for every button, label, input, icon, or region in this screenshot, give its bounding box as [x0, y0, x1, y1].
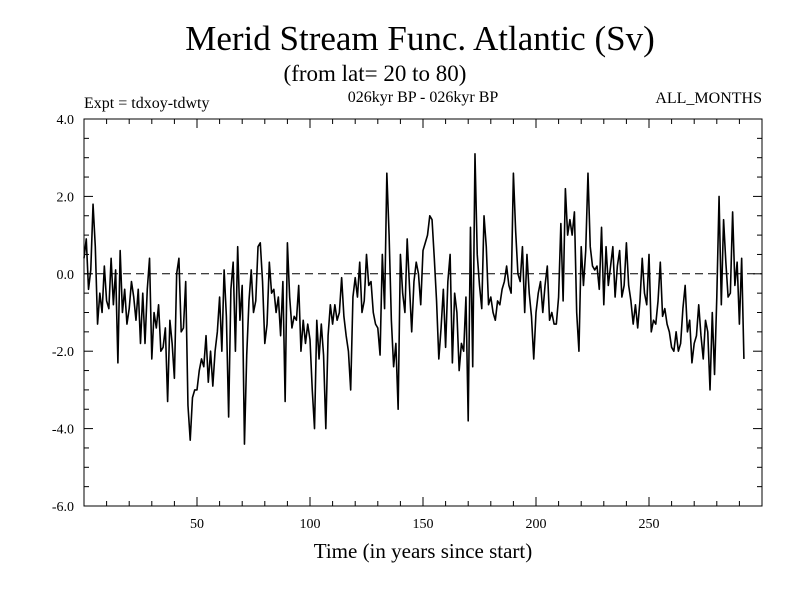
y-tick-label: -6.0 — [52, 500, 74, 515]
chart-subtitle: (from lat= 20 to 80) — [284, 61, 467, 86]
y-tick-label: -2.0 — [52, 345, 74, 360]
x-tick-label: 100 — [300, 517, 321, 532]
months-label: ALL_MONTHS — [655, 90, 762, 107]
x-tick-label: 50 — [190, 517, 204, 532]
y-tick-label: -4.0 — [52, 423, 74, 438]
plot-area: 50 100 150 200 250 4.0 2.0 0.0 -2.0 -4.0 -6.0 — [52, 113, 763, 532]
experiment-label: Expt = tdxoy-tdwty — [84, 95, 209, 112]
y-tick-label: 2.0 — [57, 190, 75, 205]
y-tick-label: 4.0 — [57, 113, 75, 128]
x-axis-label: Time (in years since start) — [314, 539, 533, 563]
period-label: 026kyr BP - 026kyr BP — [348, 89, 499, 106]
chart-title: Merid Stream Func. Atlantic (Sv) — [185, 19, 655, 58]
x-tick-label: 200 — [526, 517, 547, 532]
x-tick-label: 250 — [639, 517, 660, 532]
x-tick-label: 150 — [413, 517, 434, 532]
series-line — [83, 153, 745, 445]
y-tick-label: 0.0 — [57, 268, 75, 283]
